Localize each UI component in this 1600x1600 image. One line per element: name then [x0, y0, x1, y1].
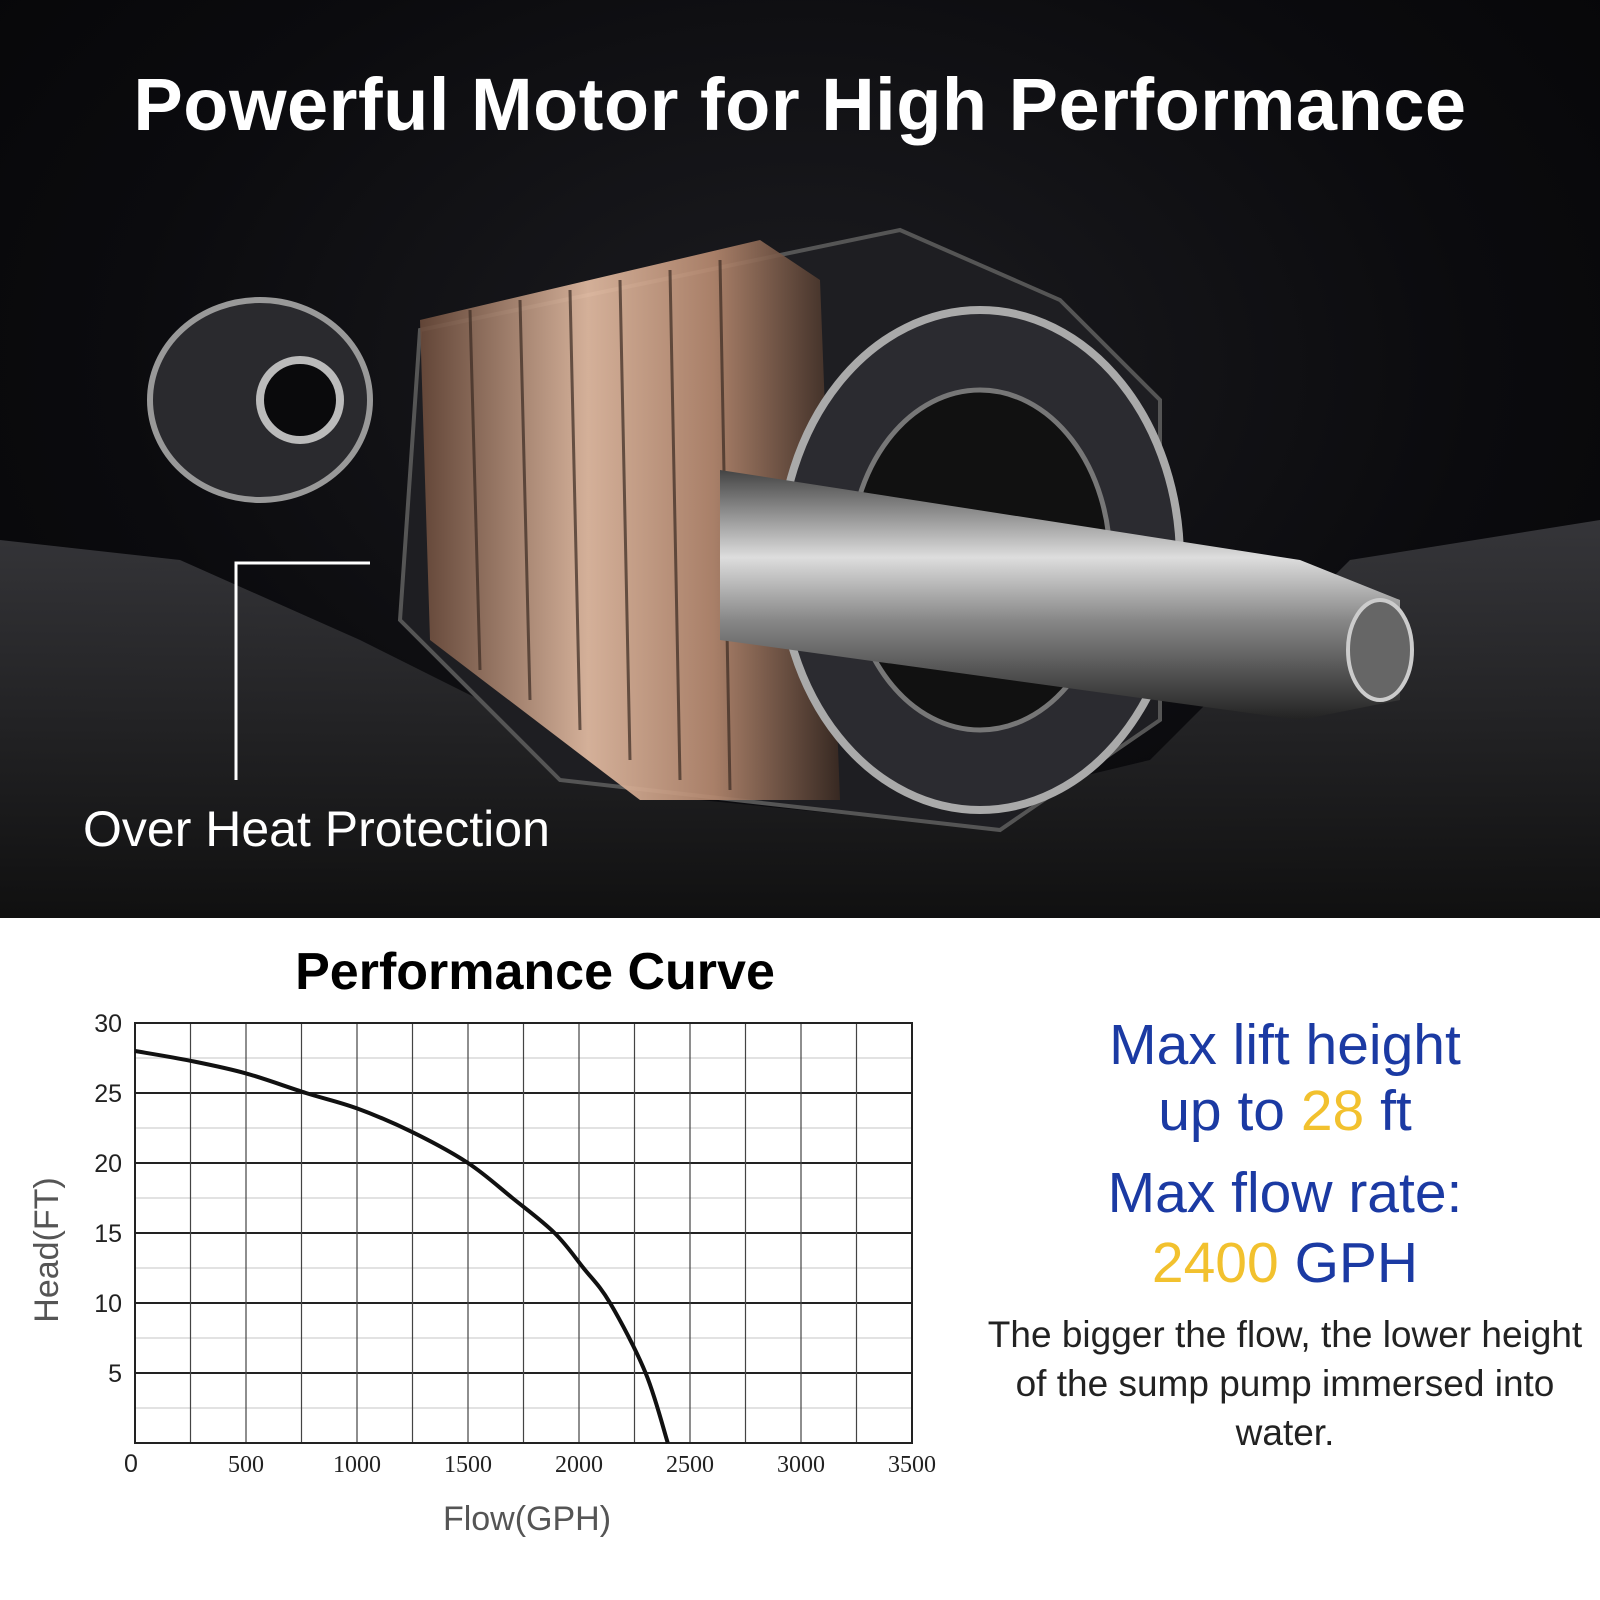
- lift-up-to: up to: [1158, 1079, 1285, 1143]
- x-tick-label: 3500: [888, 1452, 936, 1478]
- y-tick-label: 25: [94, 1080, 122, 1108]
- motor-illustration: [0, 227, 1600, 918]
- max-flow-value-line: 2400 GPH: [985, 1230, 1585, 1296]
- x-tick-label: 1500: [444, 1452, 492, 1478]
- hero-title: Powerful Motor for High Performance: [133, 63, 1467, 146]
- y-tick-label: 15: [94, 1220, 122, 1248]
- performance-curve-line: [134, 1049, 670, 1444]
- flow-unit: GPH: [1294, 1231, 1419, 1295]
- x-tick-label: 500: [228, 1452, 264, 1478]
- x-tick-label: 1000: [333, 1452, 381, 1478]
- lift-value: 28: [1300, 1079, 1365, 1143]
- x-tick-label: 2000: [555, 1452, 603, 1478]
- description: The bigger the flow, the lower height of…: [987, 1314, 1583, 1453]
- lift-unit: ft: [1380, 1079, 1412, 1143]
- y-tick-label: 10: [94, 1290, 122, 1318]
- x-tick-label: 3000: [777, 1452, 825, 1478]
- x-axis-label: Flow(GPH): [443, 1500, 611, 1538]
- x-tick-label: 2500: [666, 1452, 714, 1478]
- max-lift-value-line: up to 28 ft: [985, 1078, 1585, 1144]
- y-tick-label: 5: [108, 1360, 122, 1388]
- max-lift-label: Max lift height: [1109, 1013, 1461, 1077]
- hero-banner: Powerful Motor for High Performance Over…: [0, 0, 1600, 918]
- callout-over-heat-protection: Over Heat Protection: [83, 801, 550, 857]
- specs-panel: Max lift height up to 28 ft Max flow rat…: [985, 1012, 1585, 1457]
- y-axis-label: Head(FT): [28, 1177, 66, 1322]
- max-flow-label: Max flow rate:: [1107, 1161, 1463, 1225]
- x-tick-label: 0: [124, 1450, 138, 1478]
- y-tick-label: 20: [94, 1150, 122, 1178]
- y-tick-label: 30: [94, 1010, 122, 1038]
- chart-title: Performance Curve: [295, 943, 775, 1001]
- plot-frame: [134, 1022, 913, 1444]
- callout-line: [0, 0, 1600, 918]
- flow-value: 2400: [1151, 1231, 1279, 1295]
